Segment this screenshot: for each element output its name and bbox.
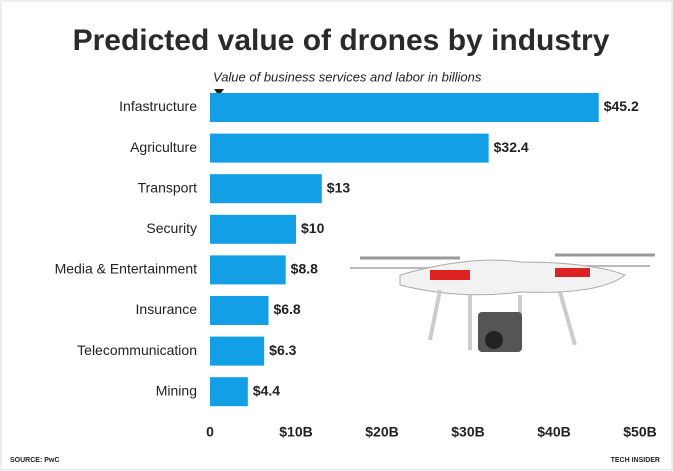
pointer [214, 89, 224, 96]
stripe [430, 270, 470, 280]
y-tick-label: Agriculture [130, 139, 197, 155]
value-label: $6.3 [269, 342, 296, 358]
y-tick-label: Media & Entertainment [55, 261, 198, 277]
stripe [555, 268, 590, 277]
y-tick-label: Infastructure [119, 98, 197, 114]
drone-image [350, 253, 655, 352]
y-tick-label: Security [146, 220, 197, 236]
chart-subtitle: Value of business services and labor in … [213, 69, 482, 84]
x-tick-label: $10B [279, 424, 312, 440]
value-label: $32.4 [494, 139, 529, 155]
bar [210, 336, 265, 366]
chart-title: Predicted value of drones by industry [73, 24, 610, 57]
brand: TECH INSIDER [611, 457, 660, 464]
y-tick-label: Telecommunication [77, 342, 197, 358]
y-tick-label: Mining [156, 382, 197, 398]
source: SOURCE: PwC [10, 457, 59, 464]
value-label: $13 [327, 179, 351, 195]
value-label: $45.2 [604, 98, 639, 114]
y-tick-label: Insurance [136, 301, 198, 317]
lens [485, 331, 503, 349]
x-tick-label: $30B [451, 424, 484, 440]
bar [210, 214, 296, 244]
bar [210, 133, 489, 163]
bar [210, 255, 286, 285]
legs [428, 289, 577, 350]
x-tick-label: 0 [206, 424, 214, 440]
x-tick-label: $50B [623, 424, 656, 440]
x-tick-label: $40B [537, 424, 570, 440]
y-tick-label: Transport [138, 179, 198, 195]
bar [210, 296, 269, 325]
value-label: $6.8 [273, 301, 300, 317]
bar [210, 93, 599, 122]
value-label: $4.4 [253, 382, 280, 398]
bar [210, 377, 248, 407]
value-label: $10 [301, 220, 325, 236]
x-tick-label: $20B [365, 424, 398, 440]
value-label: $8.8 [291, 261, 318, 277]
bar [210, 174, 322, 204]
